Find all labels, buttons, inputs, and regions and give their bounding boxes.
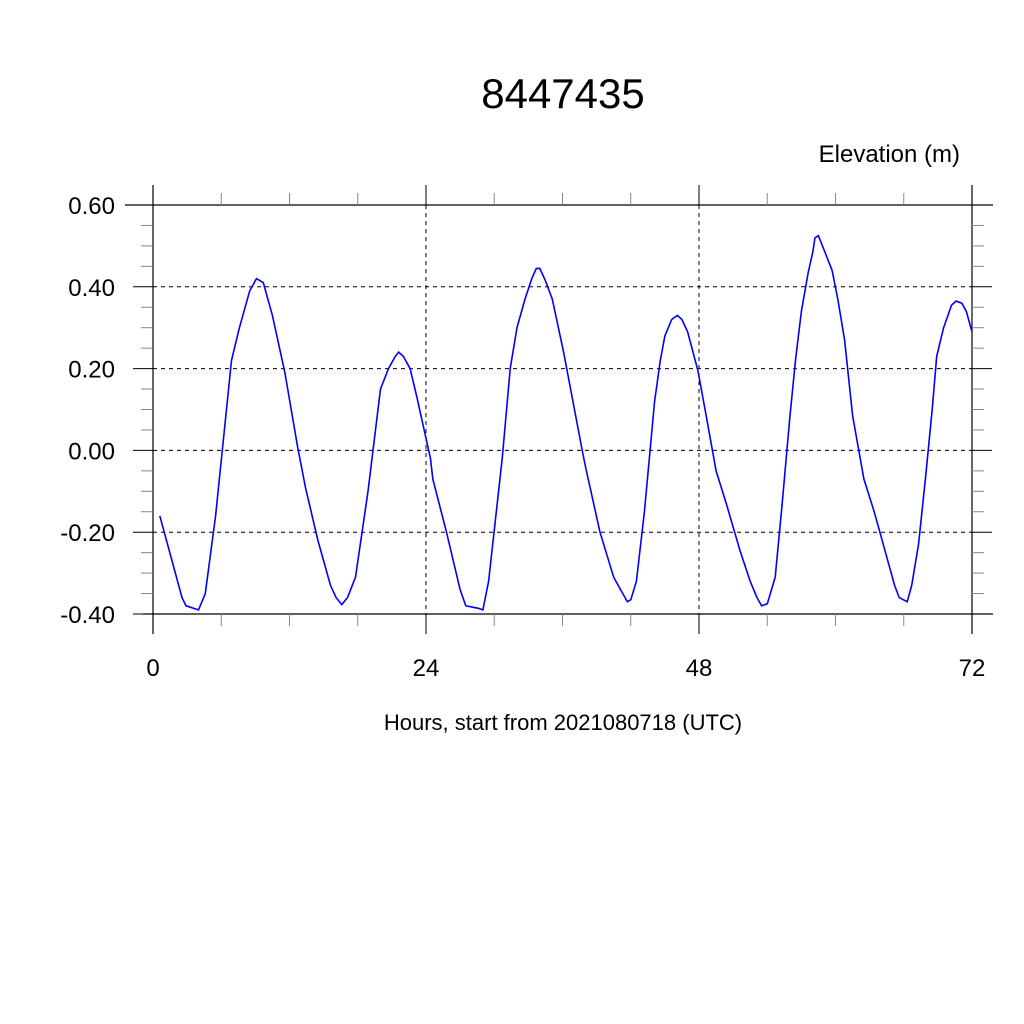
x-tick-label: 72 bbox=[959, 655, 986, 682]
y-tick-label: -0.40 bbox=[60, 602, 115, 629]
y-tick-label: 0.00 bbox=[68, 438, 115, 465]
axes bbox=[125, 185, 993, 634]
x-tick-label: 24 bbox=[413, 655, 440, 682]
series-line bbox=[159, 234, 973, 611]
x-tick-label: 0 bbox=[146, 655, 159, 682]
x-tick-label: 48 bbox=[686, 655, 713, 682]
x-axis-label: Hours, start from 2021080718 (UTC) bbox=[384, 710, 742, 735]
y-tick-label: 0.40 bbox=[68, 275, 115, 302]
tick-labels: 0 24 48 72 0.60 0.40 0.20 0.00 -0.20 -0.40 bbox=[60, 193, 985, 682]
y-axis-label: Elevation (m) bbox=[819, 141, 960, 168]
y-tick-label: 0.20 bbox=[68, 357, 115, 384]
chart-title: 8447435 bbox=[481, 70, 645, 117]
y-tick-label: -0.20 bbox=[60, 520, 115, 547]
grid bbox=[152, 204, 973, 615]
y-tick-label: 0.60 bbox=[68, 193, 115, 220]
